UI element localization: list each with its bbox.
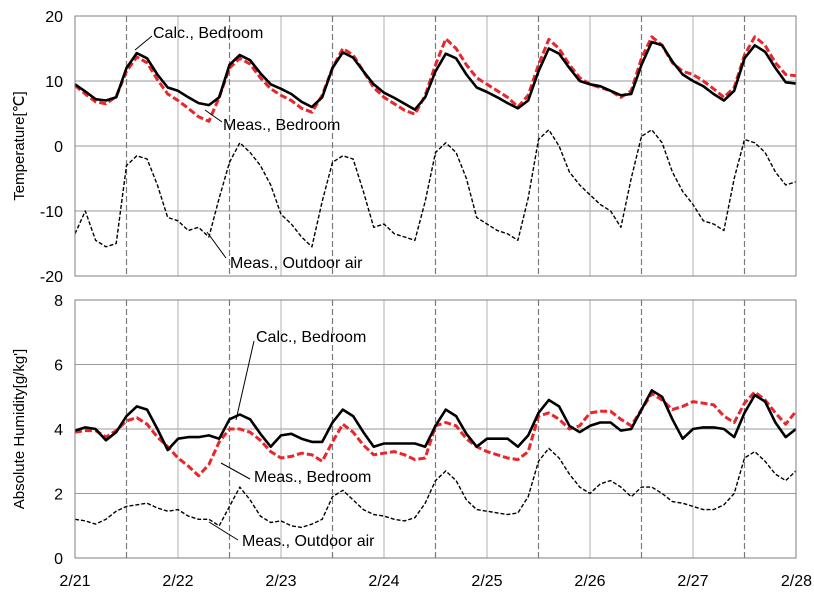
annotation-top-outdoor: Meas., Outdoor air [206, 231, 363, 272]
x-tick-label: 2/21 [59, 573, 90, 590]
annotation-bottom-meas: Meas., Bedroom [220, 462, 371, 486]
humidity-y-ticks: 8 6 4 2 0 [54, 293, 63, 568]
annotation-top-meas-label: Meas., Bedroom [223, 117, 340, 134]
series-line-calc-bedroom [74, 388, 797, 452]
x-tick-label: 2/27 [677, 573, 708, 590]
temperature-series [74, 35, 797, 248]
annotation-bottom-outdoor: Meas., Outdoor air [208, 521, 375, 550]
series-line-meas-outdoor [74, 447, 797, 529]
y-tick-label: 6 [54, 358, 63, 375]
temperature-noon-lines [125, 16, 746, 276]
x-axis-tick-labels: 2/21 2/22 2/23 2/24 2/25 2/26 2/27 2/28 [59, 573, 812, 590]
annotation-top-outdoor-label: Meas., Outdoor air [230, 255, 363, 272]
series-line-meas-bedroom [74, 35, 797, 123]
y-tick-label: 2 [54, 487, 63, 504]
series-line-meas-outdoor [74, 129, 797, 248]
y-tick-label: 20 [45, 9, 63, 26]
x-tick-label: 2/28 [781, 573, 812, 590]
humidity-y-axis-label: Absolute Humidity[g/kg'] [11, 349, 28, 509]
temperature-y-ticks: 20 10 0 -10 -20 [40, 9, 63, 286]
y-tick-label: 0 [54, 139, 63, 156]
humidity-grid [75, 300, 796, 558]
series-line-calc-bedroom [74, 40, 797, 111]
y-tick-label: 8 [54, 293, 63, 310]
humidity-panel: 8 6 4 2 0 Absolute Humidity[g/kg'] Calc., Be… [11, 293, 798, 568]
annotation-top-meas: Meas., Bedroom [204, 109, 340, 134]
x-tick-label: 2/26 [574, 573, 605, 590]
x-tick-label: 2/24 [368, 573, 399, 590]
temperature-panel: 20 10 0 -10 -20 Temperature[℃] Calc., Bedroo… [11, 9, 797, 286]
y-tick-label: 4 [54, 422, 63, 439]
annotation-top-calc-label: Calc., Bedroom [153, 25, 263, 42]
annotation-bottom-meas-label: Meas., Bedroom [254, 469, 371, 486]
annotation-bottom-outdoor-label: Meas., Outdoor air [242, 533, 375, 550]
y-tick-label: 0 [54, 551, 63, 568]
y-tick-label: 10 [45, 74, 63, 91]
annotation-top-calc: Calc., Bedroom [134, 25, 263, 51]
temperature-plot-frame [74, 15, 797, 277]
humidity-plot-frame [74, 299, 797, 559]
temperature-y-axis-label: Temperature[℃] [11, 91, 28, 200]
annotation-bottom-calc: Calc., Bedroom [235, 329, 366, 421]
x-tick-label: 2/22 [162, 573, 193, 590]
annotation-bottom-calc-label: Calc., Bedroom [256, 329, 366, 346]
x-tick-label: 2/23 [265, 573, 296, 590]
y-tick-label: -20 [40, 269, 63, 286]
x-tick-label: 2/25 [471, 573, 502, 590]
humidity-series [74, 388, 798, 529]
y-tick-label: -10 [40, 204, 63, 221]
